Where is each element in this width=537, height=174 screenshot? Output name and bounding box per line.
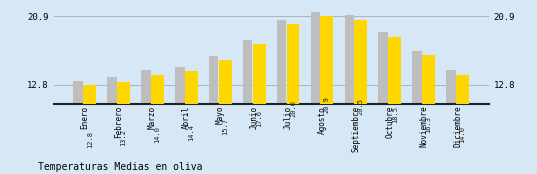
Bar — [345, 15, 354, 174]
Bar — [141, 70, 151, 174]
Text: 20.0: 20.0 — [290, 100, 296, 117]
Bar — [117, 81, 130, 174]
Text: 14.4: 14.4 — [188, 124, 194, 141]
Text: 14.0: 14.0 — [460, 126, 466, 143]
Text: 17.6: 17.6 — [256, 110, 262, 127]
Bar — [83, 85, 96, 174]
Text: 15.7: 15.7 — [222, 118, 228, 135]
Bar — [311, 12, 320, 174]
Bar — [354, 20, 367, 174]
Text: 20.5: 20.5 — [358, 98, 364, 115]
Bar — [175, 67, 185, 174]
Bar — [107, 77, 117, 174]
Text: 14.0: 14.0 — [155, 126, 161, 143]
Bar — [379, 32, 388, 174]
Bar — [253, 44, 266, 174]
Text: 12.8: 12.8 — [87, 131, 93, 148]
Bar — [185, 71, 198, 174]
Bar — [287, 24, 300, 174]
Bar — [456, 75, 469, 174]
Bar — [321, 16, 333, 174]
Bar — [219, 60, 231, 174]
Bar — [243, 40, 252, 174]
Bar — [412, 51, 422, 174]
Bar — [74, 81, 83, 174]
Bar — [209, 56, 219, 174]
Bar — [388, 37, 401, 174]
Bar — [277, 20, 286, 174]
Text: 13.2: 13.2 — [121, 129, 127, 146]
Text: 20.9: 20.9 — [324, 96, 330, 113]
Text: Temperaturas Medias en oliva: Temperaturas Medias en oliva — [38, 162, 202, 172]
Bar — [422, 55, 435, 174]
Text: 18.5: 18.5 — [391, 106, 398, 124]
Text: 16.3: 16.3 — [426, 116, 432, 133]
Bar — [151, 75, 164, 174]
Bar — [446, 70, 456, 174]
